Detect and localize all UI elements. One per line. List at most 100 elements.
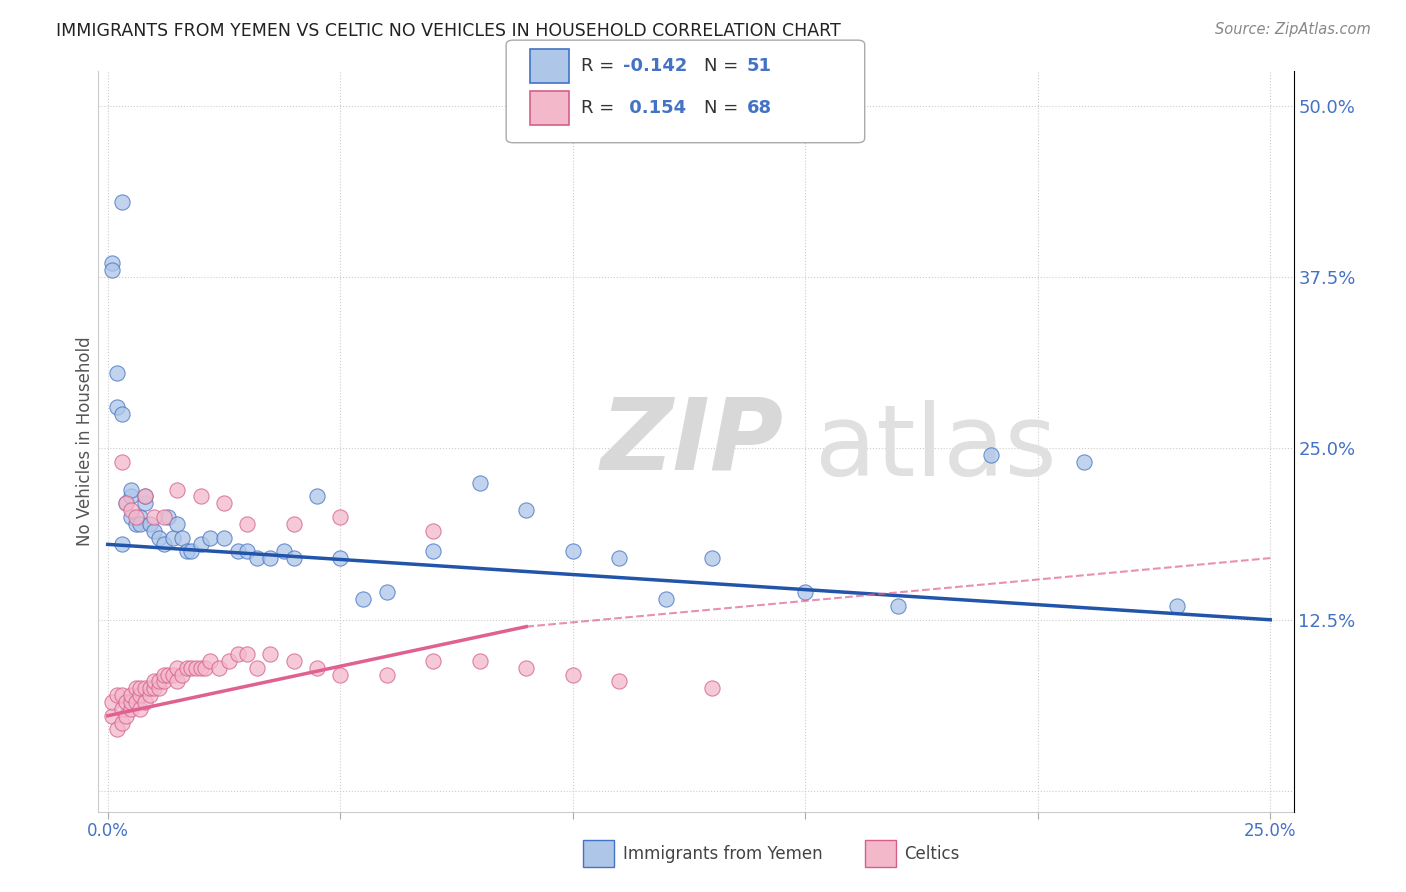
Point	[134, 496, 156, 510]
Point	[180, 544, 202, 558]
Point	[794, 585, 817, 599]
Point	[1073, 455, 1095, 469]
Text: Celtics: Celtics	[904, 845, 959, 863]
Point	[143, 524, 166, 538]
Point	[101, 695, 124, 709]
Point	[172, 667, 194, 681]
Point	[515, 661, 537, 675]
Point	[152, 667, 174, 681]
Point	[226, 647, 249, 661]
Point	[129, 702, 152, 716]
Text: Source: ZipAtlas.com: Source: ZipAtlas.com	[1215, 22, 1371, 37]
Point	[245, 661, 267, 675]
Point	[162, 667, 184, 681]
Point	[607, 551, 630, 566]
Point	[134, 489, 156, 503]
Point	[283, 551, 305, 566]
Text: N =: N =	[704, 57, 744, 75]
Point	[194, 661, 217, 675]
Point	[111, 537, 134, 551]
Point	[329, 667, 352, 681]
Text: 25.0%: 25.0%	[1244, 822, 1296, 839]
Point	[162, 531, 184, 545]
Point	[468, 654, 491, 668]
Point	[138, 688, 160, 702]
Point	[152, 674, 174, 689]
Point	[329, 510, 352, 524]
Point	[111, 455, 134, 469]
Point	[166, 483, 188, 497]
Point	[980, 448, 1002, 462]
Point	[143, 681, 166, 696]
Point	[124, 516, 146, 531]
Point	[198, 531, 221, 545]
Point	[180, 661, 202, 675]
Point	[283, 654, 305, 668]
Point	[134, 681, 156, 696]
Point	[148, 531, 170, 545]
Point	[190, 489, 212, 503]
Point	[236, 544, 259, 558]
Point	[120, 695, 142, 709]
Point	[245, 551, 267, 566]
Point	[129, 681, 152, 696]
Point	[120, 688, 142, 702]
Point	[124, 695, 146, 709]
Point	[422, 654, 444, 668]
Text: N =: N =	[704, 99, 744, 117]
Text: R =: R =	[581, 57, 620, 75]
Point	[148, 681, 170, 696]
Point	[105, 401, 128, 415]
Point	[176, 544, 198, 558]
Point	[375, 585, 398, 599]
Point	[166, 516, 188, 531]
Point	[120, 483, 142, 497]
Point	[120, 503, 142, 517]
Point	[115, 695, 138, 709]
Point	[702, 551, 724, 566]
Point	[236, 516, 259, 531]
Point	[561, 667, 583, 681]
Point	[111, 194, 134, 209]
Point	[120, 702, 142, 716]
Point	[166, 661, 188, 675]
Point	[111, 702, 134, 716]
Point	[655, 592, 678, 607]
Point	[1166, 599, 1188, 613]
Point	[105, 723, 128, 737]
Point	[226, 544, 249, 558]
Point	[111, 407, 134, 421]
Text: 0.154: 0.154	[623, 99, 686, 117]
Point	[129, 510, 152, 524]
Point	[172, 531, 194, 545]
Point	[190, 661, 212, 675]
Point	[129, 688, 152, 702]
Point	[259, 647, 281, 661]
Y-axis label: No Vehicles in Household: No Vehicles in Household	[76, 336, 94, 547]
Point	[236, 647, 259, 661]
Point	[115, 708, 138, 723]
Point	[198, 654, 221, 668]
Point	[138, 681, 160, 696]
Point	[176, 661, 198, 675]
Text: Immigrants from Yemen: Immigrants from Yemen	[623, 845, 823, 863]
Point	[124, 681, 146, 696]
Point	[105, 688, 128, 702]
Point	[887, 599, 910, 613]
Text: IMMIGRANTS FROM YEMEN VS CELTIC NO VEHICLES IN HOUSEHOLD CORRELATION CHART: IMMIGRANTS FROM YEMEN VS CELTIC NO VEHIC…	[56, 22, 841, 40]
Point	[212, 531, 235, 545]
Point	[259, 551, 281, 566]
Point	[157, 667, 180, 681]
Point	[120, 510, 142, 524]
Point	[101, 263, 124, 277]
Text: atlas: atlas	[815, 401, 1057, 498]
Point	[152, 537, 174, 551]
Point	[115, 496, 138, 510]
Point	[143, 674, 166, 689]
Point	[305, 661, 328, 675]
Point	[468, 475, 491, 490]
Point	[283, 516, 305, 531]
Point	[124, 510, 146, 524]
Point	[129, 516, 152, 531]
Point	[157, 510, 180, 524]
